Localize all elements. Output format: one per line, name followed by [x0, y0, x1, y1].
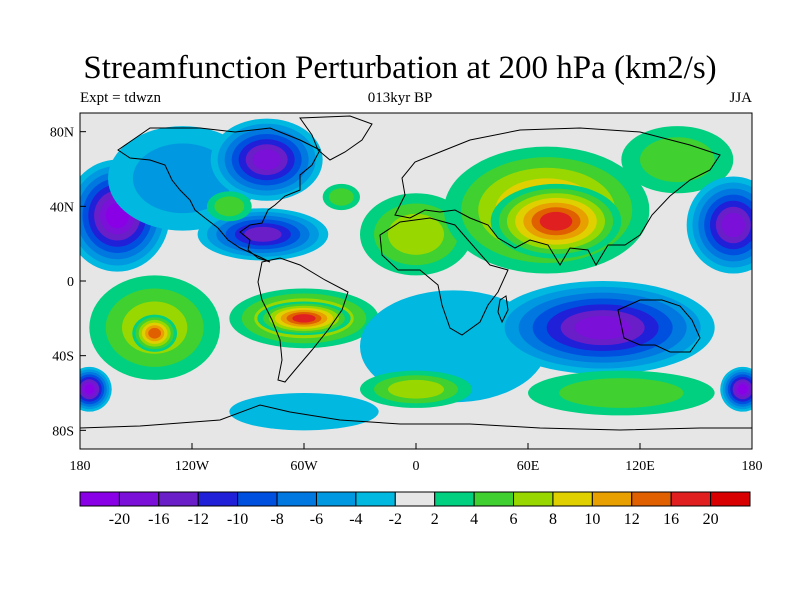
colorbar-label: -16 [148, 511, 169, 528]
colorbar-label: 10 [584, 511, 600, 528]
colorbar-label: 4 [470, 511, 478, 528]
colorbar-swatch [552, 491, 593, 507]
north-america-coast [117, 127, 321, 263]
colorbar-label: -12 [188, 511, 209, 528]
contour-region [539, 211, 573, 231]
antarctica-coast [80, 404, 752, 431]
contour-region [640, 137, 715, 183]
contour-region [737, 384, 748, 395]
colorbar: -20 -16 -12 -10 -8 -6 -4 -2 2 4 6 8 10 12 16 20 [79, 491, 751, 528]
madagascar-coast [497, 295, 509, 324]
lat-tick-label: 80S [52, 424, 74, 439]
colorbar-label: -10 [227, 511, 248, 528]
contour-region [721, 212, 745, 238]
colorbar-label: 8 [549, 511, 557, 528]
latitude-axis: 80N 40N 0 40S 80S [50, 126, 86, 439]
contour-region [229, 393, 379, 431]
colorbar-swatch [237, 491, 278, 507]
coastline-layer [80, 115, 752, 431]
colorbar-swatch [631, 491, 672, 507]
contour-region [252, 149, 281, 170]
lon-tick-label: 0 [413, 459, 420, 474]
lat-tick-label: 40S [52, 350, 74, 365]
colorbar-swatch [276, 491, 317, 507]
plot-title: Streamfunction Perturbation at 200 hPa (… [83, 50, 717, 86]
contour-region [214, 196, 245, 217]
contour-region [148, 327, 162, 339]
contour-region [574, 316, 631, 340]
lon-tick-label: 60E [517, 459, 540, 474]
colorbar-swatch [118, 491, 160, 507]
period-label: 013kyr BP [367, 90, 433, 106]
colorbar-label: 2 [431, 511, 439, 528]
colorbar-swatch [670, 491, 712, 507]
contour-region [84, 384, 95, 395]
contour-region [244, 226, 282, 242]
greenland-coast [299, 115, 373, 161]
contour-fill-layer [80, 118, 752, 431]
colorbar-swatch [710, 491, 751, 507]
lon-tick-label: 180 [742, 459, 763, 474]
colorbar-swatch [79, 491, 120, 507]
colorbar-swatch [473, 491, 515, 507]
lat-tick-label: 40N [50, 200, 74, 215]
season-label: JJA [729, 90, 752, 106]
contour-region [292, 314, 316, 323]
contour-region [388, 213, 444, 255]
contour-region [559, 378, 684, 408]
colorbar-swatch [315, 491, 357, 507]
lon-tick-label: 120W [175, 459, 210, 474]
lon-tick-label: 180 [70, 459, 91, 474]
colorbar-label: 20 [703, 511, 719, 528]
lon-tick-label: 120E [625, 459, 655, 474]
colorbar-swatch [513, 491, 554, 507]
colorbar-swatch [591, 491, 633, 507]
colorbar-swatch [158, 491, 199, 507]
colorbar-swatch [434, 491, 475, 507]
contour-region [388, 379, 444, 399]
colorbar-label: -4 [349, 511, 362, 528]
australia-coast [617, 299, 701, 353]
africa-coast [379, 217, 509, 336]
contour-region [328, 188, 354, 206]
europe-asia-coast [394, 127, 721, 267]
longitude-axis: 180 120W 60W 0 60E 120E 180 [70, 443, 763, 474]
colorbar-label: 12 [624, 511, 640, 528]
colorbar-label: -6 [310, 511, 323, 528]
contour-region [132, 143, 233, 214]
lat-tick-label: 80N [50, 126, 74, 141]
colorbar-label: -20 [109, 511, 130, 528]
colorbar-label: 6 [510, 511, 518, 528]
map-area [80, 113, 752, 449]
lon-tick-label: 60W [290, 459, 318, 474]
colorbar-label: -2 [389, 511, 402, 528]
colorbar-swatch [197, 491, 239, 507]
experiment-label: Expt = tdwzn [80, 90, 161, 106]
colorbar-swatch [355, 491, 396, 507]
colorbar-label: -8 [270, 511, 283, 528]
lat-tick-label: 0 [67, 275, 74, 290]
colorbar-swatch [394, 491, 436, 507]
south-america-coast [257, 257, 349, 383]
colorbar-label: 16 [663, 511, 679, 528]
